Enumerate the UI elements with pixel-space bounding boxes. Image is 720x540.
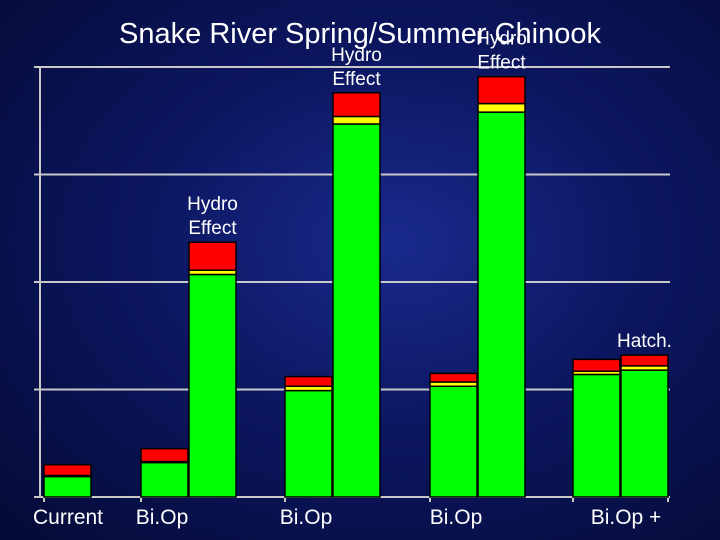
bar-segment-yellow bbox=[477, 102, 526, 113]
bar-segment-red bbox=[284, 375, 333, 388]
annotation-line: Effect bbox=[188, 218, 237, 239]
bar-segment-red bbox=[620, 354, 669, 367]
bar-segment-yellow bbox=[332, 115, 381, 125]
bar-segment-green bbox=[332, 123, 381, 498]
annotation-label: Hydro Effect bbox=[187, 194, 238, 239]
annotation-line: Effect bbox=[477, 53, 526, 74]
bar-segment-red bbox=[572, 358, 621, 372]
bar-segment-green bbox=[43, 475, 92, 498]
annotation-line: Hydro bbox=[476, 29, 527, 50]
bar-segment-green bbox=[284, 389, 333, 498]
bar-segment-green bbox=[140, 461, 189, 498]
category-label: Bi.Op bbox=[430, 506, 483, 529]
bar-segment-green bbox=[477, 111, 526, 498]
category-label: Bi.Op + bbox=[591, 506, 662, 529]
bar-segment-green bbox=[620, 369, 669, 498]
bar-segment-red bbox=[43, 464, 92, 477]
annotation-line: Effect bbox=[332, 69, 381, 90]
annotation-label: Hatch. bbox=[617, 331, 672, 352]
bar-segment-green bbox=[188, 273, 237, 498]
category-label: Current bbox=[33, 506, 103, 529]
bar-segment-red bbox=[429, 372, 478, 383]
annotation-line: Hatch. bbox=[617, 331, 672, 352]
annotation-line: Hydro bbox=[331, 45, 382, 66]
annotation-line: Hydro bbox=[187, 194, 238, 215]
annotation-label: Hydro Effect bbox=[331, 45, 382, 90]
bar-segment-red bbox=[188, 241, 237, 271]
chart-title: Snake River Spring/Summer Chinook bbox=[119, 18, 601, 50]
category-label: Bi.Op bbox=[136, 506, 189, 529]
bar-segment-green bbox=[572, 373, 621, 498]
bar-segment-red bbox=[332, 92, 381, 118]
annotation-label: Hydro Effect bbox=[476, 29, 527, 74]
bar-segment-green bbox=[429, 385, 478, 498]
bar-segment-red bbox=[477, 75, 526, 105]
category-label: Bi.Op bbox=[280, 506, 333, 529]
bar-segment-red bbox=[140, 447, 189, 463]
